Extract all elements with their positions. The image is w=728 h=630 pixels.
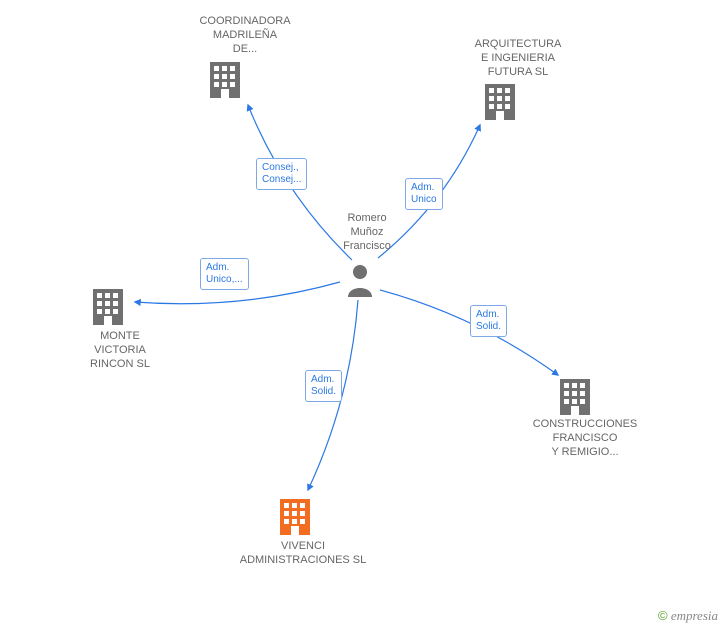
edge-label: Adm. Solid.: [305, 370, 342, 402]
building-icon: [278, 495, 312, 540]
center-node-label: Romero Muñoz Francisco: [332, 212, 402, 253]
node-label: COORDINADORA MADRILEÑA DE...: [190, 15, 300, 56]
node-label: CONSTRUCCIONES FRANCISCO Y REMIGIO...: [520, 418, 650, 459]
node-label: ARQUITECTURA E INGENIERIA FUTURA SL: [458, 38, 578, 79]
edge-label: Consej., Consej...: [256, 158, 307, 190]
building-icon: [558, 375, 592, 420]
edge-label: Adm. Unico,...: [200, 258, 249, 290]
edge-label: Adm. Unico: [405, 178, 443, 210]
edge: [380, 290, 558, 375]
building-icon: [483, 80, 517, 125]
building-icon: [91, 285, 125, 330]
watermark-text: empresia: [671, 608, 718, 623]
edge-label: Adm. Solid.: [470, 305, 507, 337]
node-label: MONTE VICTORIA RINCON SL: [80, 330, 160, 371]
person-icon: [345, 263, 375, 302]
building-icon: [208, 58, 242, 103]
node-label: VIVENCI ADMINISTRACIONES SL: [218, 540, 388, 568]
watermark: © empresia: [658, 608, 718, 624]
copyright-symbol: ©: [658, 608, 668, 623]
